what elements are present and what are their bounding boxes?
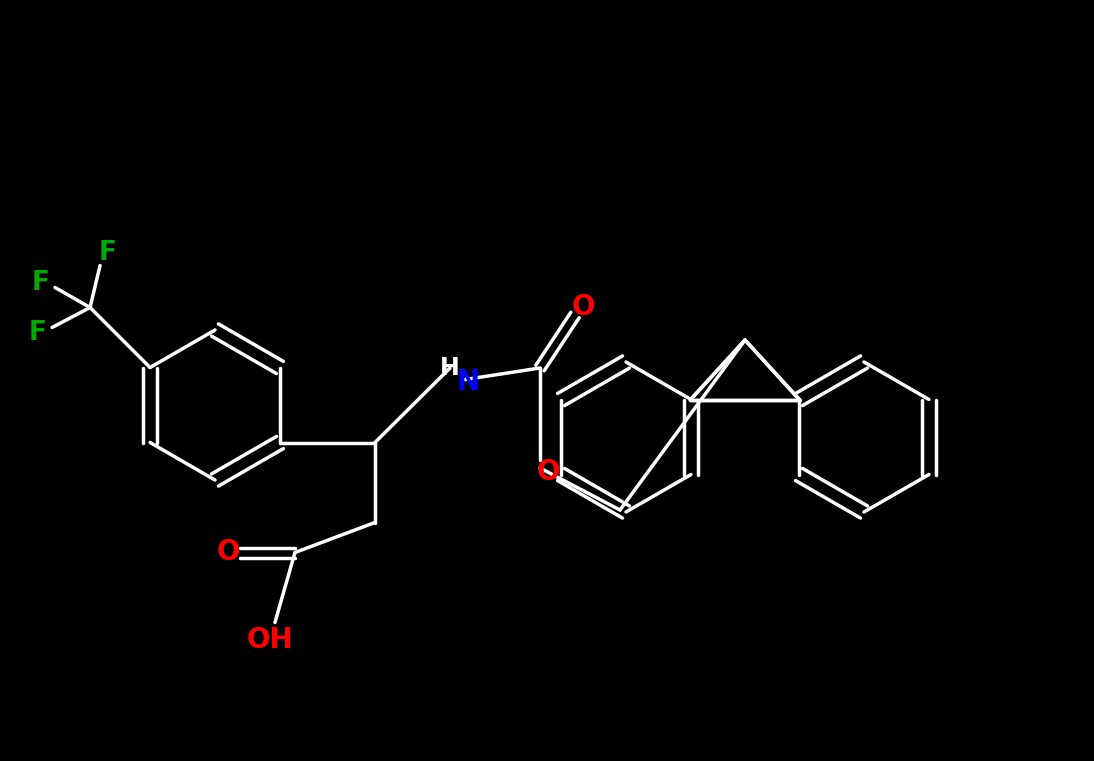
Text: N: N bbox=[456, 368, 479, 396]
Text: F: F bbox=[100, 240, 117, 266]
Text: H: H bbox=[440, 356, 459, 380]
Text: O: O bbox=[571, 293, 595, 321]
Text: F: F bbox=[32, 269, 50, 295]
Text: F: F bbox=[30, 320, 47, 345]
Text: O: O bbox=[536, 458, 560, 486]
Text: O: O bbox=[217, 539, 240, 566]
Text: OH: OH bbox=[246, 626, 293, 654]
